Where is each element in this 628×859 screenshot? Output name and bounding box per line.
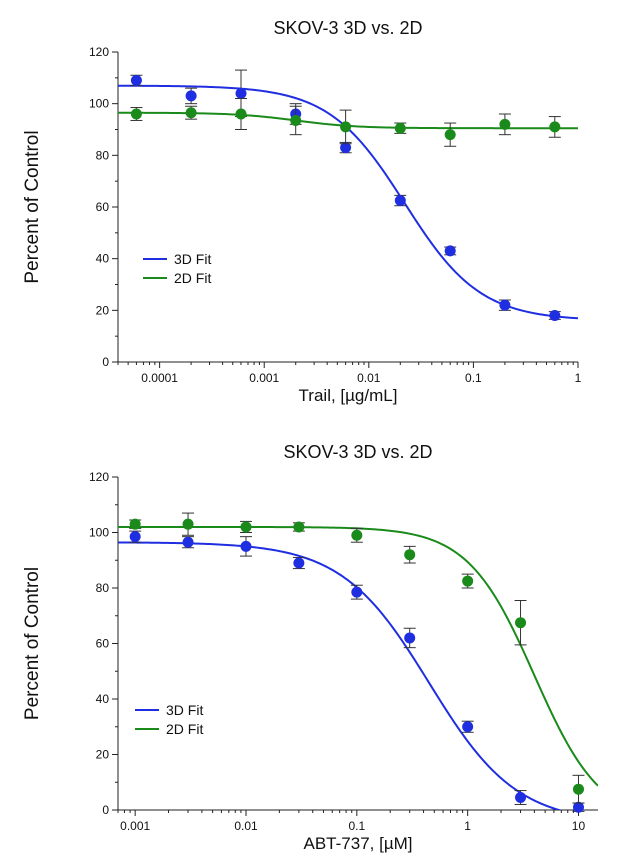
y-tick-label: 100 (89, 526, 109, 540)
data-point (572, 783, 584, 795)
legend-label: 3D Fit (174, 251, 211, 267)
data-point (549, 310, 561, 321)
y-tick-label: 80 (96, 581, 110, 595)
x-axis-label: Trail, [µg/mL] (299, 386, 398, 405)
data-point (515, 617, 527, 629)
y-axis-label: Percent of Control (22, 130, 43, 283)
data-point (340, 121, 352, 133)
data-point (240, 521, 252, 533)
data-point (444, 129, 456, 141)
data-point (129, 531, 141, 543)
data-point (394, 122, 406, 134)
y-tick-label: 100 (89, 97, 109, 111)
y-tick-label: 0 (102, 803, 109, 817)
legend-label: 2D Fit (166, 721, 203, 737)
y-tick-label: 120 (89, 470, 109, 484)
data-point (293, 557, 305, 569)
data-point (130, 108, 142, 120)
y-axis-label: Percent of Control (22, 567, 43, 720)
data-point (240, 540, 252, 552)
y-tick-label: 60 (96, 200, 110, 214)
y-tick-label: 0 (102, 355, 109, 369)
x-tick-label: 10 (572, 819, 586, 833)
x-tick-label: 1 (575, 371, 582, 385)
fit-curve-2d-fit (118, 525, 598, 787)
legend-label: 3D Fit (166, 702, 203, 718)
data-point (293, 521, 305, 533)
data-point (185, 90, 197, 102)
y-tick-label: 120 (89, 45, 109, 59)
y-tick-label: 60 (96, 637, 110, 651)
data-point (235, 87, 247, 99)
x-tick-label: 0.1 (348, 819, 365, 833)
data-point (499, 299, 511, 311)
data-point (182, 518, 194, 530)
x-axis-label: ABT-737, [µM] (304, 834, 413, 853)
data-point (129, 518, 141, 530)
data-point (340, 142, 352, 154)
data-point (515, 792, 527, 804)
data-point (351, 529, 363, 541)
chart-abt737: SKOV-3 3D vs. 2D Percent of Control ABT-73… (22, 442, 598, 853)
chart-title: SKOV-3 3D vs. 2D (283, 442, 432, 462)
data-point (499, 118, 511, 130)
fit-curve-3d-fit (118, 541, 563, 810)
data-point (572, 801, 584, 813)
data-point (182, 536, 194, 548)
data-point (130, 74, 142, 86)
chart-trail: SKOV-3 3D vs. 2D Percent of Control Trail,… (22, 18, 582, 405)
chart-title: SKOV-3 3D vs. 2D (273, 18, 422, 38)
x-tick-label: 0.01 (357, 371, 381, 385)
data-point (444, 245, 456, 257)
x-tick-label: 0.0001 (141, 371, 178, 385)
data-point (549, 121, 561, 133)
y-tick-label: 80 (96, 148, 110, 162)
data-point (235, 108, 247, 120)
data-point (185, 107, 197, 119)
y-tick-label: 20 (96, 748, 110, 762)
x-tick-label: 0.1 (465, 371, 482, 385)
data-point (394, 195, 406, 207)
y-tick-label: 20 (96, 303, 110, 317)
x-tick-label: 0.001 (249, 371, 279, 385)
data-point (404, 632, 416, 644)
y-tick-label: 40 (96, 692, 110, 706)
data-point (351, 586, 363, 598)
x-tick-label: 0.01 (234, 819, 258, 833)
data-point (462, 575, 474, 587)
y-tick-label: 40 (96, 252, 110, 266)
data-point (462, 721, 474, 733)
data-point (404, 549, 416, 561)
legend-label: 2D Fit (174, 270, 211, 286)
x-tick-label: 0.001 (120, 819, 150, 833)
x-tick-label: 1 (464, 819, 471, 833)
data-point (290, 114, 302, 126)
